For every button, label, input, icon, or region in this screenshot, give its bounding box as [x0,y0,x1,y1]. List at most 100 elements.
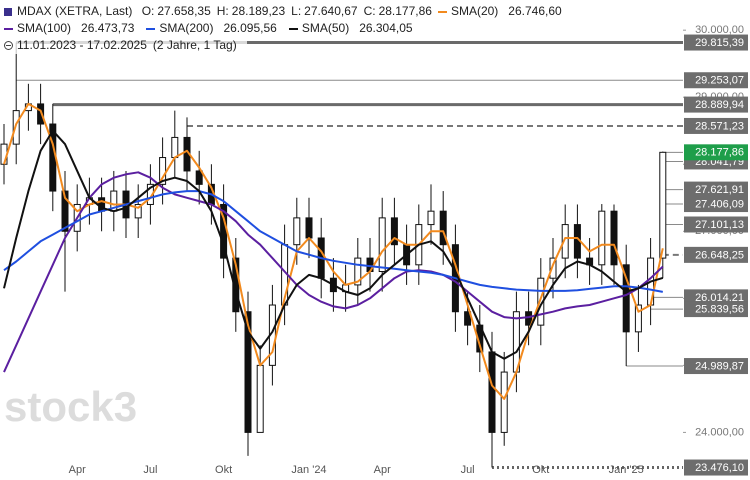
ohlc-value: 28.189,23 [231,4,286,18]
candle-body [61,190,69,232]
level-label-box [684,181,748,198]
level-label: 26.014,21 [695,292,744,304]
legend-swatch [288,27,298,30]
candle-body [500,371,508,433]
level-label: 28.177,86 [695,147,744,159]
legend-ohlc: C: 28.177,86 [364,4,432,18]
legend-entry: SMA(50) 26.304,05 [288,21,419,35]
legend-entry: SMA(200) 26.095,56 [146,21,282,35]
level-label-box [684,459,748,476]
ohlc-value: 27.658,35 [157,4,211,18]
legend-entry: SMA(20) 26.746,60 [437,4,568,18]
level-label-box [684,216,748,233]
candle-body [171,136,179,159]
level-label: 25.839,56 [695,303,744,315]
x-tick-label: Okt [215,464,232,476]
watermark: stock3 [4,383,137,430]
candle-body [464,311,472,326]
legend-ohlc: H: 28.189,23 [217,4,285,18]
legend-row: SMA(100) 26.473,73 SMA(200) 26.095,56 SMA(50… [4,20,429,37]
x-tick-label: Jan '24 [291,464,326,476]
level-label-box [684,96,748,113]
instrument: MDAX (XETRA, Last) [17,4,133,18]
x-tick-label: Jan '25 [609,464,644,476]
legend-value: 26.304,05 [359,21,413,35]
x-tick-label: Apr [69,464,86,476]
level-label: 29.253,07 [695,75,744,87]
legend-ohlc: L: 27.640,67 [291,4,357,18]
legend-label: SMA(100) [17,21,72,35]
level-label: 27.621,91 [695,184,744,196]
candle-body [549,257,557,279]
x-tick-label: Apr [374,464,391,476]
x-tick-label: Okt [532,464,549,476]
ohlc-key: H: [216,4,229,18]
level-label-box [684,301,748,318]
candle-body [378,217,386,273]
level-label-box [684,34,748,51]
x-tick-label: Jul [143,464,157,476]
ohlc-key: C: [363,4,376,18]
level-label: 23.476,10 [695,462,744,474]
candle-body [525,311,533,326]
legend-value: 26.746,60 [508,4,562,18]
sma-line [3,171,664,373]
candle-body [659,151,667,259]
ohlc-key: L: [291,4,302,18]
legend-value: 26.095,56 [223,21,277,35]
candle-body [37,103,45,125]
candle-body [195,170,203,185]
candle-body [293,217,301,246]
level-label-box [684,358,748,375]
candle-body [232,257,240,313]
x-tick-label: Jul [461,464,475,476]
level-label: 26.648,25 [695,249,744,261]
legend-swatch [146,27,156,30]
level-label: 27.406,09 [695,198,744,210]
candle-body [354,257,362,286]
level-label: 24.989,87 [695,360,744,372]
candle-body [256,364,264,433]
candle-body [390,217,398,246]
candle-body [439,210,447,246]
legend-row: 11.01.2023 - 17.02.2025 (2 Jahre, 1 Tag) [4,37,247,54]
level-label: 29.815,39 [695,37,744,49]
sma-line [3,190,663,293]
legend-row: MDAX (XETRA, Last) O: 27.658,35 H: 28.189,2… [4,3,578,20]
legend-swatch [437,10,447,13]
sma-line [3,129,664,360]
legend-label: SMA(200) [159,21,214,35]
date-range: 11.01.2023 - 17.02.2025 [17,38,147,52]
candle-body [244,311,252,433]
candle-body [427,210,435,226]
candle-body [305,217,313,239]
period: (2 Jahre, 1 Tag) [152,38,237,52]
legend-label: SMA(20) [450,4,499,18]
level-label-box [684,117,748,134]
legend: MDAX (XETRA, Last) O: 27.658,35 H: 28.189,2… [4,3,578,54]
legend-entry: SMA(100) 26.473,73 [4,21,140,35]
level-label-box [684,144,748,161]
candle-body [610,210,618,266]
y-tick-label: 30.000,00 [695,24,744,36]
level-label: 28.571,23 [695,120,744,132]
level-label-box [684,72,748,89]
candle-body [634,304,642,333]
level-label-box [684,196,748,213]
ohlc-value: 27.640,67 [304,4,358,18]
candle-body [598,210,606,266]
legend-ohlc: O: 27.658,35 [142,4,211,18]
candle-body [622,264,630,333]
candle-body [488,351,496,433]
level-label-box [684,246,748,263]
level-label: 28.889,94 [695,99,744,111]
ohlc-value: 28.177,86 [378,4,432,18]
legend-swatch [4,27,13,30]
sma-line [3,102,664,400]
legend-value: 26.473,73 [81,21,135,35]
candle-body [134,203,142,219]
level-label: 27.101,13 [695,219,744,231]
legend-label: SMA(50) [301,21,350,35]
